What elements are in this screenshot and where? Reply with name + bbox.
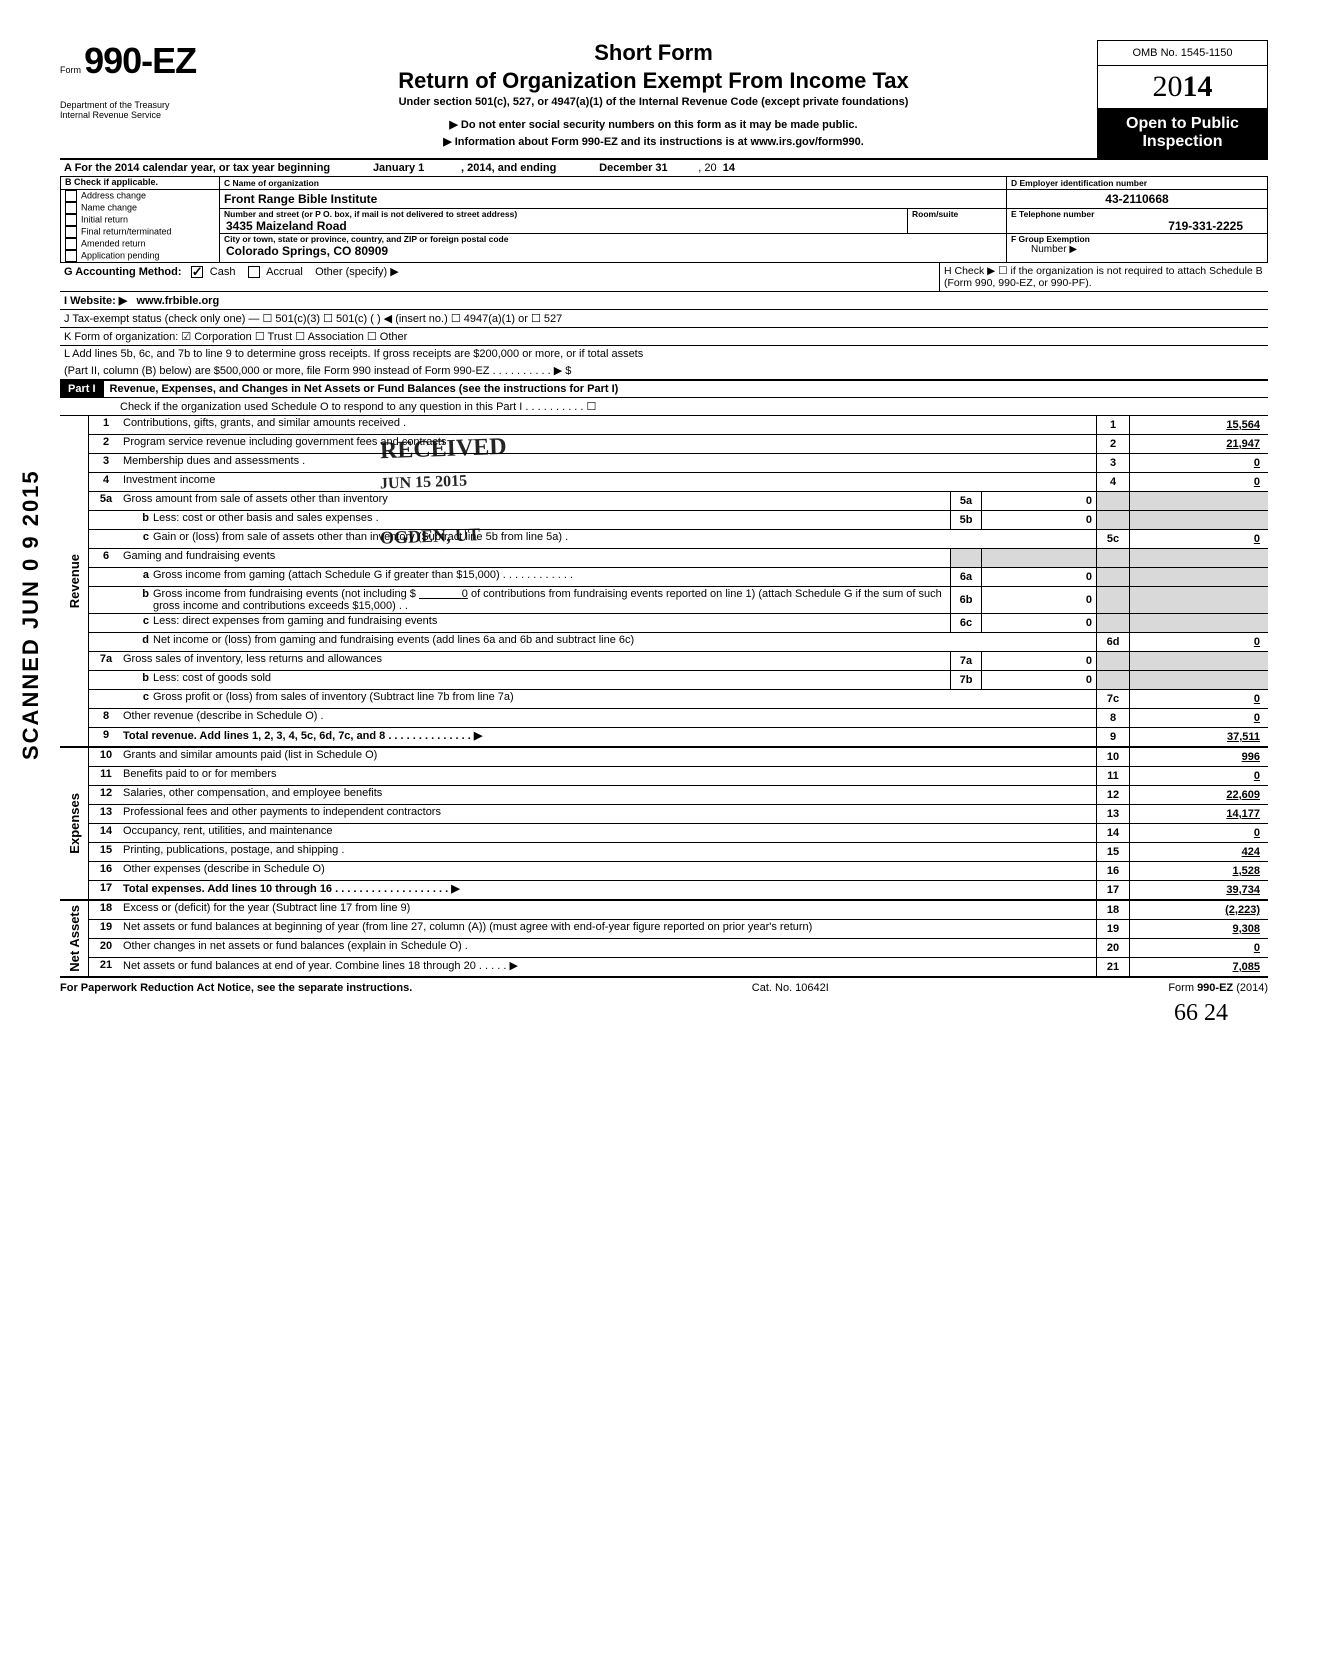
line-5c-value: 0 [1129, 530, 1268, 548]
revenue-side-label: Revenue [67, 554, 82, 608]
chk-name-change[interactable]: Name change [65, 202, 215, 214]
line-17-value: 39,734 [1129, 881, 1268, 899]
main-title: Return of Organization Exempt From Incom… [214, 68, 1093, 94]
line-3-value: 0 [1129, 454, 1268, 472]
line-12-value: 22,609 [1129, 786, 1268, 804]
ein-value: 43-2110668 [1007, 190, 1267, 209]
line-7a-value: 0 [981, 652, 1096, 670]
line-6a-value: 0 [981, 568, 1096, 586]
line-5b-value: 0 [981, 511, 1096, 529]
subtitle-code: Under section 501(c), 527, or 4947(a)(1)… [214, 96, 1093, 108]
expenses-side-label: Expenses [67, 793, 82, 854]
street-value: 3435 Maizeland Road [224, 219, 903, 233]
line-7c-value: 0 [1129, 690, 1268, 708]
line-18-value: (2,223) [1129, 901, 1268, 919]
line-9-value: 37,511 [1129, 728, 1268, 746]
line-21-value: 7,085 [1129, 958, 1268, 976]
street-label: Number and street (or P O. box, if mail … [224, 209, 903, 219]
form-number: 990-EZ [84, 40, 196, 81]
org-name: Front Range Bible Institute [220, 190, 1006, 209]
subtitle-info-link: ▶ Information about Form 990-EZ and its … [214, 135, 1093, 148]
chk-final-return[interactable]: Final return/terminated [65, 226, 215, 238]
received-date-stamp: JUN 15 2015 [380, 472, 468, 493]
section-a-tax-year: A For the 2014 calendar year, or tax yea… [60, 158, 1268, 177]
line-10-value: 996 [1129, 748, 1268, 766]
subtitle-ssn-warning: ▶ Do not enter social security numbers o… [214, 118, 1093, 131]
org-info-block: B Check if applicable. C Name of organiz… [60, 177, 1268, 263]
chk-cash[interactable] [191, 266, 203, 278]
line-5a-value: 0 [981, 492, 1096, 510]
chk-address-change[interactable]: Address change [65, 190, 215, 202]
row-j: J Tax-exempt status (check only one) — ☐… [60, 310, 1268, 328]
line-6c-value: 0 [981, 614, 1096, 632]
line-8-value: 0 [1129, 709, 1268, 727]
chk-initial-return[interactable]: Initial return [65, 214, 215, 226]
omb-number: OMB No. 1545-1150 [1098, 40, 1268, 66]
line-14-value: 0 [1129, 824, 1268, 842]
line-13-value: 14,177 [1129, 805, 1268, 823]
line-1-value: 15,564 [1129, 416, 1268, 434]
line-2-value: 21,947 [1129, 435, 1268, 453]
row-l1: L Add lines 5b, 6c, and 7b to line 9 to … [60, 346, 1268, 362]
phone-value: 719-331-2225 [1011, 219, 1263, 233]
scanned-stamp: SCANNED JUN 0 9 2015 [18, 469, 44, 760]
line-19-value: 9,308 [1129, 920, 1268, 938]
dept-treasury: Department of the Treasury [60, 100, 210, 110]
section-f-label: F Group Exemption [1011, 234, 1263, 244]
line-6d-value: 0 [1129, 633, 1268, 651]
dept-irs: Internal Revenue Service [60, 110, 210, 120]
section-f-number: Number ▶ [1011, 244, 1263, 255]
section-e-label: E Telephone number [1011, 209, 1263, 219]
tax-year: 2014 [1098, 66, 1268, 109]
chk-amended-return[interactable]: Amended return [65, 238, 215, 250]
line-15-value: 424 [1129, 843, 1268, 861]
line-4-value: 0 [1129, 473, 1268, 491]
part-1-header: Part I Revenue, Expenses, and Changes in… [60, 379, 1268, 398]
row-g: G Accounting Method: Cash Accrual Other … [60, 263, 939, 291]
line-6b-value: 0 [981, 587, 1096, 613]
line-11-value: 0 [1129, 767, 1268, 785]
short-form-label: Short Form [214, 40, 1093, 66]
form-header: Form 990-EZ Department of the Treasury I… [60, 40, 1268, 158]
line-16-value: 1,528 [1129, 862, 1268, 880]
row-h: H Check ▶ ☐ if the organization is not r… [939, 263, 1268, 291]
row-i: I Website: ▶ www.frbible.org [60, 292, 1268, 310]
row-k: K Form of organization: ☑ Corporation ☐ … [60, 328, 1268, 346]
ogden-stamp: OGDEN, UT [380, 524, 481, 548]
row-l2: (Part II, column (B) below) are $500,000… [60, 362, 1268, 379]
chk-accrual[interactable] [248, 266, 260, 278]
received-stamp: RECEIVED [380, 434, 508, 465]
section-b-label: B Check if applicable. [65, 177, 158, 187]
chk-application-pending[interactable]: Application pending [65, 250, 215, 262]
section-d-label: D Employer identification number [1007, 177, 1267, 189]
line-20-value: 0 [1129, 939, 1268, 957]
handwritten-notes: 66 24 [60, 994, 1268, 1027]
open-to-public: Open to PublicInspection [1098, 109, 1268, 158]
part-1-check: Check if the organization used Schedule … [60, 398, 1268, 416]
section-c-label: C Name of organization [220, 177, 1006, 189]
net-assets-side-label: Net Assets [67, 905, 82, 972]
page-footer: For Paperwork Reduction Act Notice, see … [60, 978, 1268, 994]
city-value: Colorado Springs, CO 80909 [224, 244, 1002, 258]
line-7b-value: 0 [981, 671, 1096, 689]
city-label: City or town, state or province, country… [224, 234, 1002, 244]
room-label: Room/suite [912, 209, 1002, 219]
form-prefix: Form [60, 65, 81, 75]
